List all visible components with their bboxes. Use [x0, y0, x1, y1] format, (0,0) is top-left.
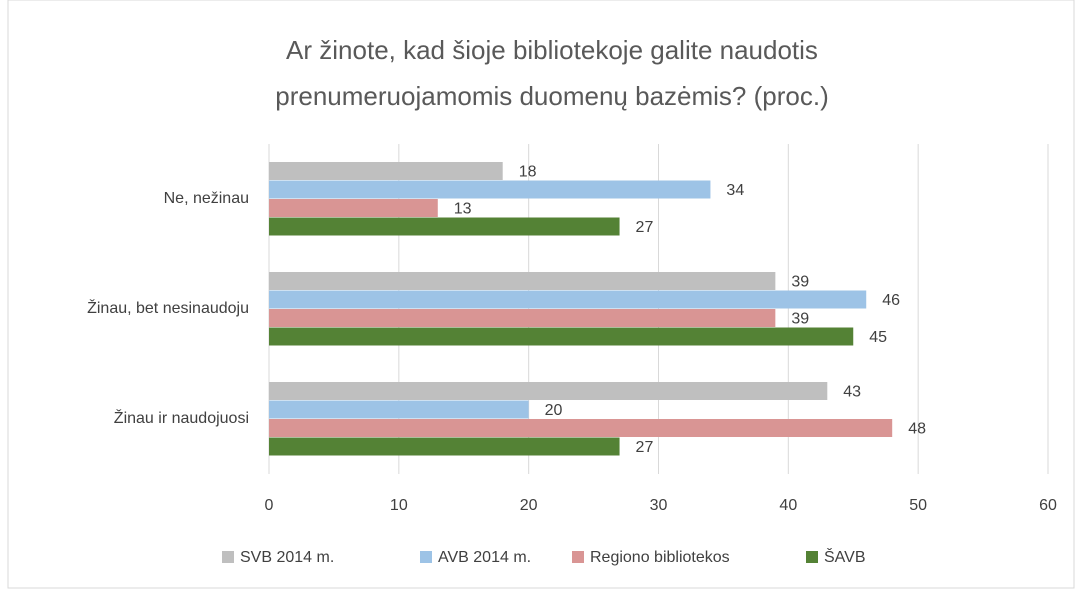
legend-label: Regiono bibliotekos	[590, 549, 730, 566]
data-label: 39	[791, 273, 809, 290]
data-label: 18	[519, 163, 537, 180]
legend-swatch	[806, 551, 818, 563]
data-label: 46	[882, 292, 900, 309]
x-tick-label: 20	[520, 497, 538, 514]
legend-swatch	[222, 551, 234, 563]
bar	[269, 400, 529, 419]
y-tick-label: Ne, nežinau	[164, 190, 249, 207]
bar	[269, 419, 893, 437]
x-tick-label: 60	[1039, 497, 1057, 514]
legend-label: SVB 2014 m.	[240, 549, 334, 566]
bar	[269, 437, 620, 456]
x-tick-label: 0	[265, 497, 274, 514]
x-tick-label: 50	[909, 497, 927, 514]
bar	[269, 382, 828, 400]
bar	[269, 180, 711, 199]
data-label: 20	[545, 402, 563, 419]
legend-label: ŠAVB	[824, 547, 866, 566]
x-tick-label: 40	[779, 497, 797, 514]
legend-label: AVB 2014 m.	[438, 549, 531, 566]
bar	[269, 309, 776, 327]
y-tick-label: Žinau ir naudojuosi	[114, 408, 249, 427]
bar	[269, 199, 438, 217]
y-tick-label: Žinau, bet nesinaudoju	[87, 298, 249, 317]
bar	[269, 162, 503, 180]
data-label: 39	[791, 310, 809, 327]
legend-swatch	[572, 551, 584, 563]
data-label: 45	[869, 329, 887, 346]
bar	[269, 290, 867, 309]
x-tick-label: 30	[650, 497, 668, 514]
chart-title: Ar žinote, kad šioje bibliotekoje galite…	[286, 35, 818, 65]
data-label: 48	[908, 420, 926, 437]
chart-title: prenumeruojamomis duomenų bazėmis? (proc…	[275, 81, 828, 111]
data-label: 43	[843, 383, 861, 400]
data-label: 13	[454, 200, 472, 217]
data-label: 34	[726, 182, 744, 199]
data-label: 27	[636, 439, 654, 456]
bar	[269, 217, 620, 236]
data-label: 27	[636, 219, 654, 236]
legend-swatch	[420, 551, 432, 563]
x-tick-label: 10	[390, 497, 408, 514]
bar	[269, 272, 776, 290]
bar	[269, 327, 854, 346]
